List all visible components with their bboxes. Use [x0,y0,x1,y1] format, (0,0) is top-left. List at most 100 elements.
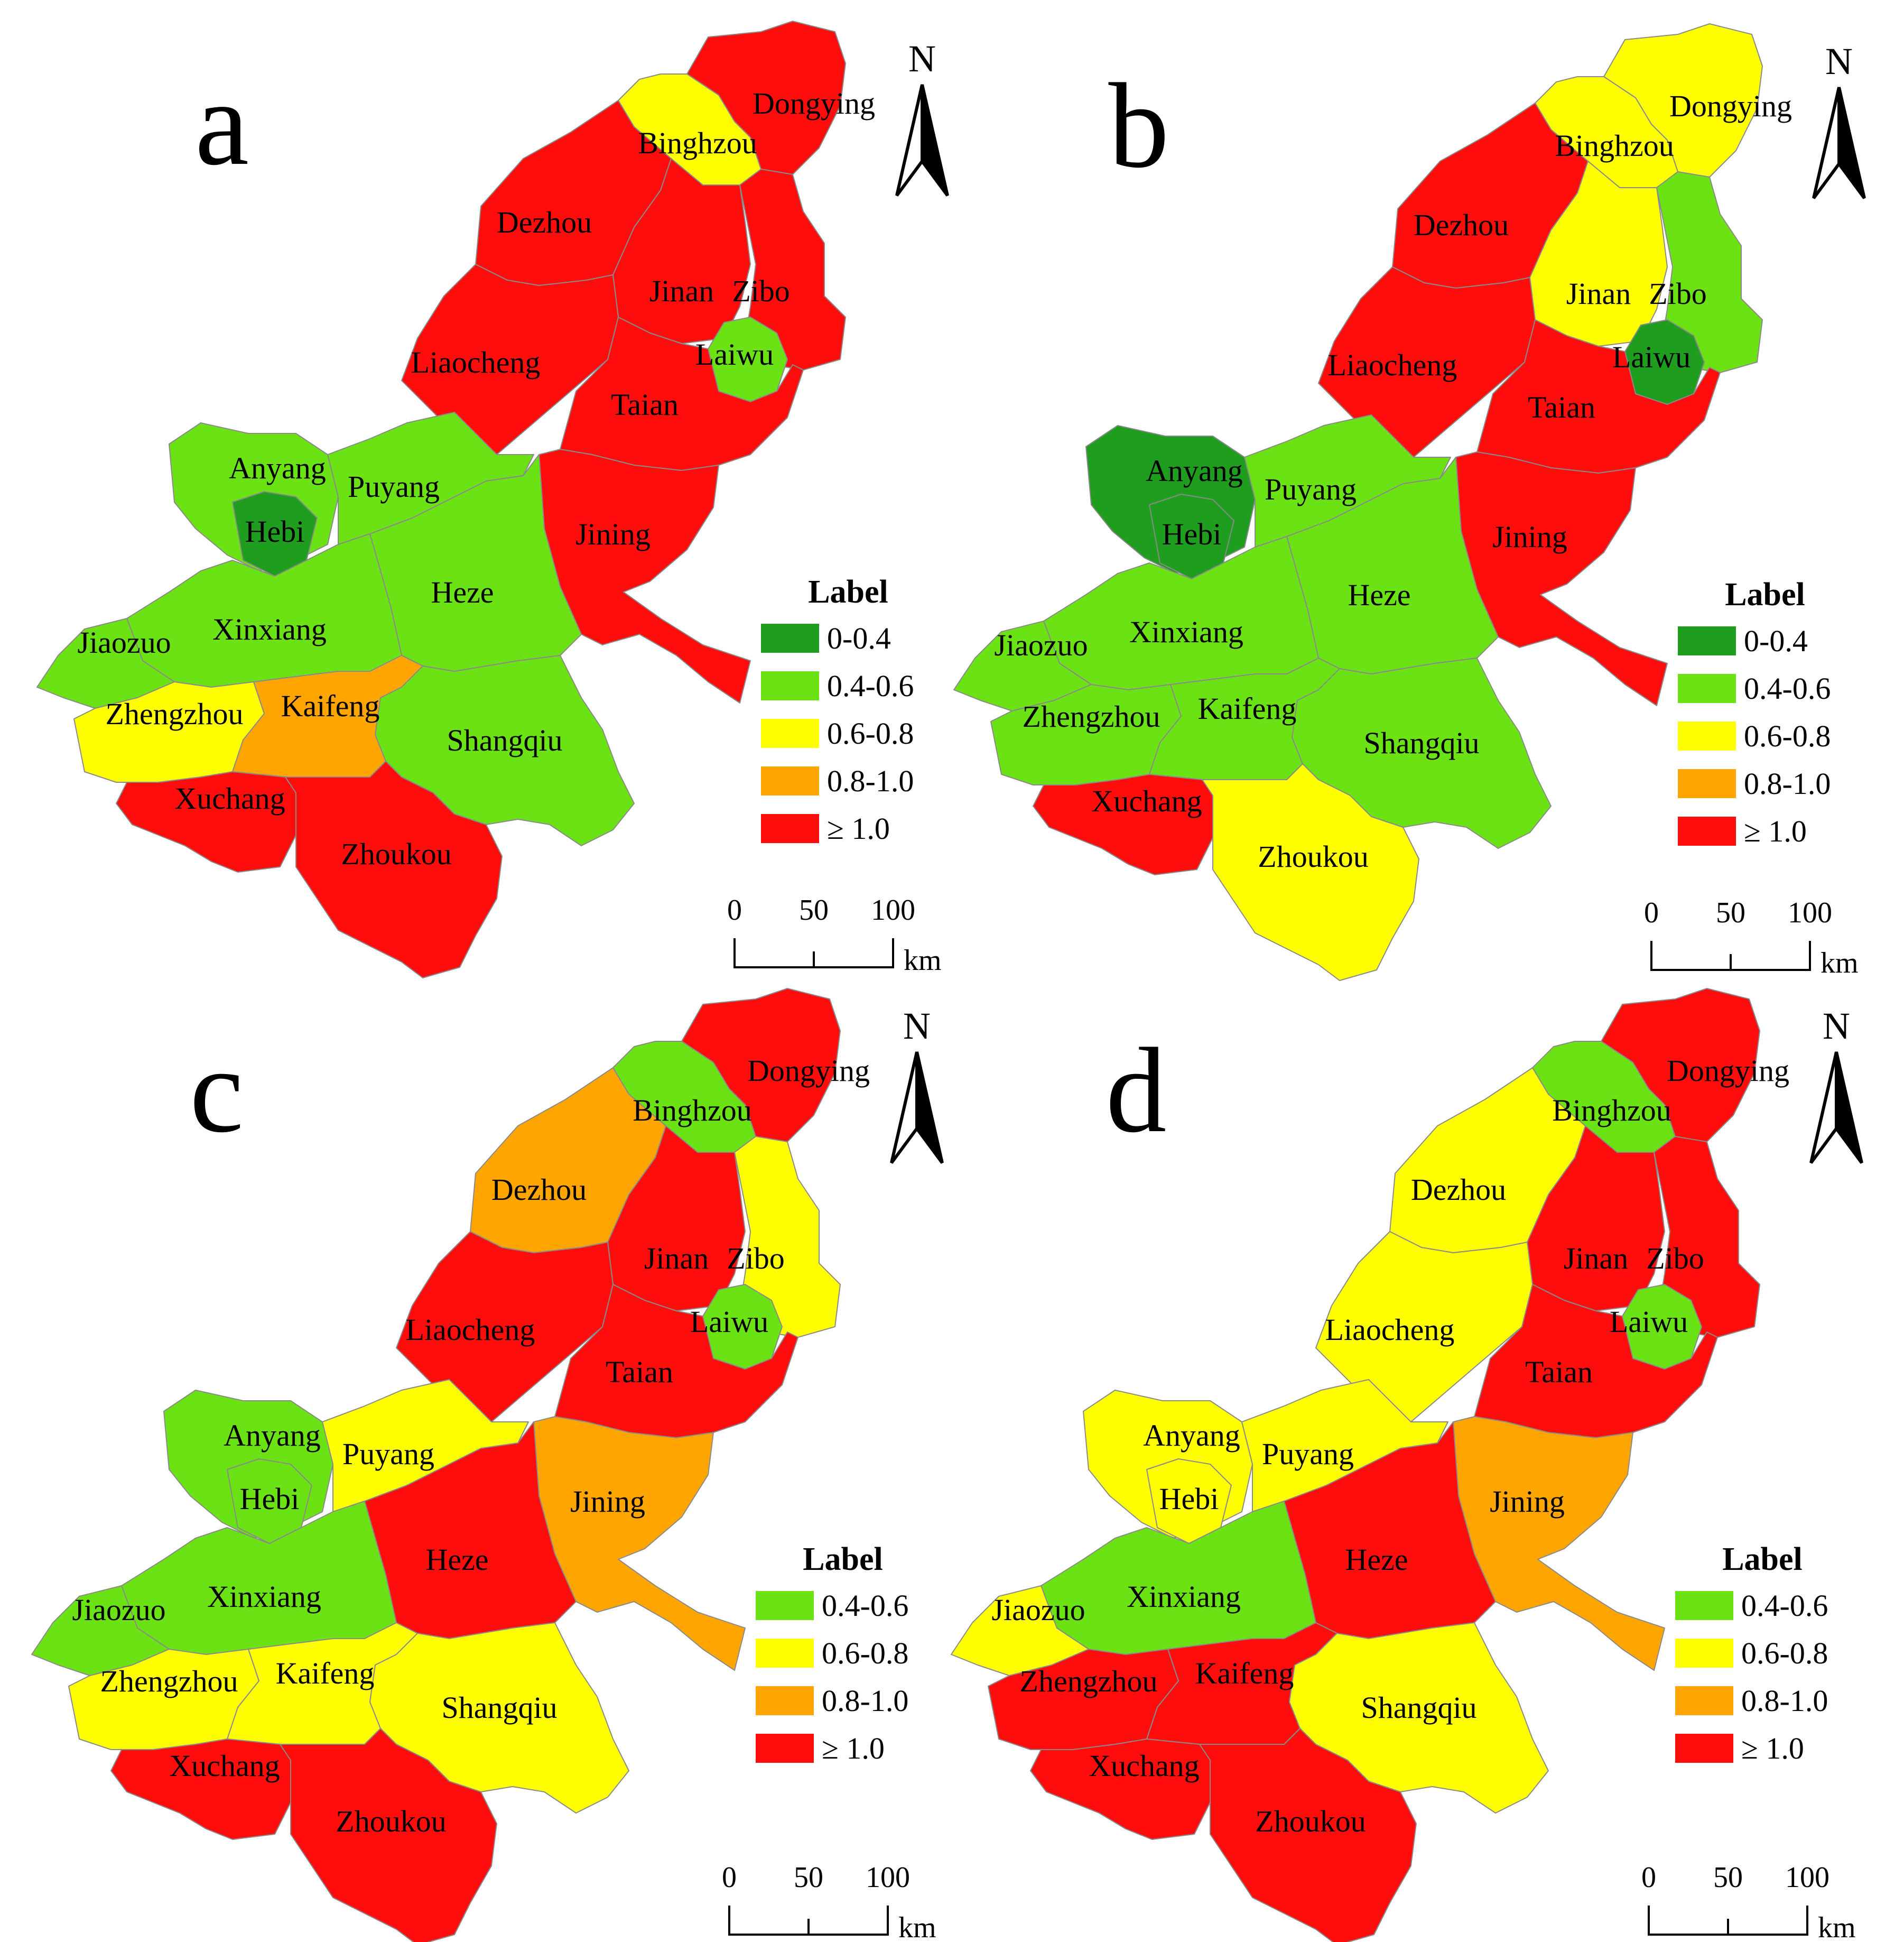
regions [953,23,1763,981]
city-label-jinan: Jinan [1566,276,1631,311]
city-label-jinan: Jinan [1564,1241,1628,1275]
city-label-zhoukou: Zhoukou [1255,1804,1366,1838]
legend-label: 0.4-0.6 [1744,671,1831,706]
region-hebi [1149,494,1234,579]
legend: Label 0.4-0.6 0.6-0.8 0.8-1.0 ≥ 1.0 [756,1541,908,1765]
region-xuchang [116,771,296,873]
city-label-dezhou: Dezhou [1411,1172,1506,1207]
north-arrow-right-half [1837,87,1866,199]
legend-label: 0.8-1.0 [1741,1684,1828,1718]
scale-tick-label: 100 [1785,1861,1829,1894]
city-label-zhoukou: Zhoukou [341,837,451,871]
city-labels: Dongying Binghzou Dezhou Jinan Zibo Liaocheng… [77,86,875,871]
north-arrow: N [1809,1005,1863,1164]
legend-label: ≥ 1.0 [1744,814,1807,848]
city-label-taian: Taian [606,1355,673,1389]
city-label-kaifeng: Kaifeng [1195,1656,1294,1690]
scale-tick-label: 50 [799,894,829,927]
legend-label: 0.6-0.8 [1744,719,1831,753]
city-label-binghzou: Binghzou [1555,128,1674,163]
city-label-zibo: Zibo [1646,1241,1704,1275]
north-arrow-label: N [1823,1005,1850,1047]
city-label-dongying: Dongying [1669,89,1792,123]
north-arrow: N [895,38,949,197]
legend-swatch-0-6-0-8 [756,1639,814,1668]
legend-label: 0.4-0.6 [1741,1588,1828,1623]
city-label-liaocheng: Liaocheng [406,1312,535,1347]
city-label-shangqiu: Shangqiu [447,723,562,757]
city-label-puyang: Puyang [1262,1437,1354,1471]
scale-tick-label: 50 [1713,1861,1743,1894]
city-label-xinxiang: Xinxiang [1127,1579,1241,1614]
legend-label: 0.4-0.6 [827,669,914,703]
regions [951,988,1760,1942]
legend-title: Label [1722,1541,1803,1577]
north-arrow-label: N [908,38,936,80]
city-label-jining: Jining [570,1484,645,1519]
region-zibo [1654,1136,1760,1338]
city-label-kaifeng: Kaifeng [276,1656,375,1690]
city-label-zhoukou: Zhoukou [1258,839,1368,874]
legend: Label 0-0.4 0.4-0.6 0.6-0.8 0.8-1.0 ≥ 1.0 [761,574,914,846]
legend-swatch-0-4-0-6 [1678,674,1736,703]
city-label-shangqiu: Shangqiu [1363,726,1479,760]
legend-swatch-0-8-1-0 [1675,1686,1733,1715]
scale-tick-label: 0 [1641,1861,1656,1894]
city-label-xinxiang: Xinxiang [1129,615,1243,649]
region-zibo [739,169,846,371]
city-label-dongying: Dongying [753,86,875,121]
scale-tick-label: 0 [1644,896,1659,929]
legend: Label 0.4-0.6 0.6-0.8 0.8-1.0 ≥ 1.0 [1675,1541,1828,1765]
scale-tick-label: 0 [722,1861,737,1894]
city-label-anyang: Anyang [1146,454,1243,488]
legend-label: 0-0.4 [827,621,891,655]
city-label-binghzou: Binghzou [633,1093,752,1127]
city-label-taian: Taian [611,387,679,422]
legend-swatch-0-8-1-0 [761,766,819,796]
north-arrow-label: N [903,1005,931,1047]
north-arrow-left-half [1809,1051,1838,1164]
city-label-hebi: Hebi [240,1482,300,1516]
legend-swatch-1-0 [1678,817,1736,846]
city-label-binghzou: Binghzou [638,126,757,160]
legend-title: Label [803,1541,883,1577]
legend-label: 0.6-0.8 [1741,1636,1828,1670]
city-label-jining: Jining [1490,1484,1565,1519]
legend-swatch-0-0-4 [761,624,819,653]
legend-title: Label [808,574,888,610]
city-label-liaocheng: Liaocheng [1328,348,1457,382]
region-hebi [1146,1458,1232,1544]
city-label-zhengzhou: Zhengzhou [106,697,244,731]
region-jining [538,449,751,704]
map-panel-a: Dongying Binghzou Dezhou Jinan Zibo Liaocheng… [36,21,949,978]
city-label-dezhou: Dezhou [491,1172,587,1207]
region-hebi [232,491,318,577]
city-label-zhoukou: Zhoukou [336,1804,446,1838]
scale-bar-line [728,1906,889,1936]
map-panel-c: Dongying Binghzou Dezhou Jinan Zibo Liaocheng… [31,988,944,1942]
region-zhoukou [1199,1728,1417,1942]
city-label-jining: Jining [575,517,651,551]
legend-label: 0.6-0.8 [822,1636,908,1670]
scale-unit: km [898,1911,936,1942]
city-label-puyang: Puyang [348,469,440,504]
city-label-heze: Heze [1348,578,1410,612]
legend: Label 0-0.4 0.4-0.6 0.6-0.8 0.8-1.0 ≥ 1.0 [1678,577,1831,848]
scale-tick-label: 50 [1716,896,1745,929]
north-arrow-right-half [915,1051,944,1164]
north-arrow-right-half [921,84,949,197]
scale-tick-label: 50 [794,1861,823,1894]
city-labels: Dongying Binghzou Dezhou Jinan Zibo Liaocheng… [991,1053,1789,1838]
city-label-hebi: Hebi [1159,1482,1219,1516]
city-label-zhengzhou: Zhengzhou [1020,1664,1158,1698]
city-label-binghzou: Binghzou [1552,1093,1671,1127]
legend-label: 0.8-1.0 [1744,766,1831,801]
panel-letter: d [1106,1023,1167,1158]
city-label-jining: Jining [1492,520,1567,554]
legend-swatch-0-4-0-6 [761,671,819,700]
city-label-taian: Taian [1525,1355,1593,1389]
city-label-xuchang: Xuchang [169,1749,280,1783]
region-jining [1455,451,1668,706]
legend-swatch-0-6-0-8 [1678,722,1736,751]
